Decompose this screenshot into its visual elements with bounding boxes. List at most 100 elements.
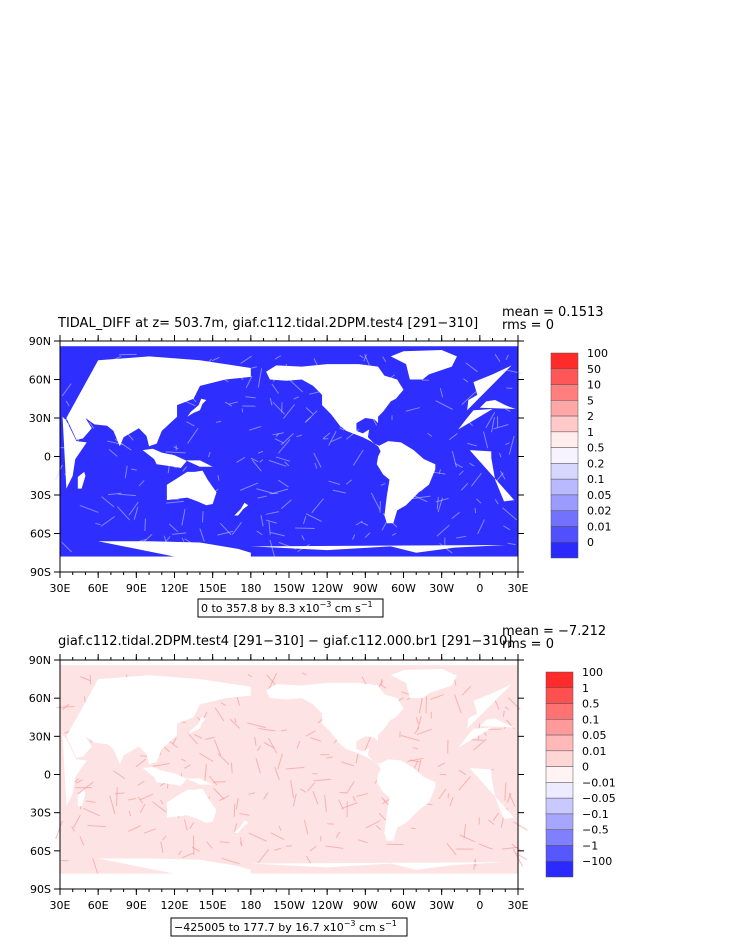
field-streak: [307, 782, 316, 792]
field-streak: [451, 511, 460, 520]
field-streak: [137, 780, 145, 787]
field-streak: [463, 378, 469, 383]
field-streak: [213, 739, 222, 756]
colorbar-label: 100: [582, 666, 603, 679]
field-streak: [506, 719, 515, 730]
field-streak: [301, 535, 305, 541]
field-streak: [331, 436, 342, 443]
field-streak: [236, 695, 241, 706]
lon-label: 150W: [273, 582, 305, 595]
panel-title: TIDAL_DIFF at z= 503.7m, giaf.c112.tidal…: [57, 316, 478, 331]
field-streak: [407, 757, 424, 762]
land-greenland: [390, 668, 457, 699]
colorbar-label: 2: [587, 410, 594, 423]
field-streak: [306, 730, 316, 737]
field-streak: [240, 355, 252, 364]
field-streak: [256, 745, 262, 752]
colorbar-swatch: [550, 415, 579, 433]
colorbar-swatch: [545, 734, 574, 752]
field-streak: [309, 845, 317, 852]
field-streak: [107, 492, 122, 496]
field-streak: [187, 732, 199, 745]
field-streak: [92, 858, 99, 875]
field-streak: [381, 797, 389, 806]
land-madagascar: [77, 789, 86, 807]
field-streak: [285, 766, 305, 770]
land-eurasia: [467, 365, 512, 411]
panel-title: giaf.c112.tidal.2DPM.test4 [291−310] − g…: [58, 634, 512, 649]
field-streak: [476, 498, 482, 504]
field-streak: [438, 788, 447, 800]
field-streak: [221, 857, 240, 865]
map-field: [55, 660, 528, 889]
field-streak: [274, 438, 285, 444]
field-streak: [108, 449, 118, 457]
land-eurasia: [479, 718, 516, 728]
field-streak: [208, 451, 211, 458]
field-streak: [380, 483, 386, 486]
land-africa: [458, 727, 493, 748]
field-streak: [416, 728, 432, 736]
field-streak: [133, 506, 139, 520]
colorbar-label: 0: [587, 536, 594, 549]
field-streak: [375, 825, 382, 831]
field-streak: [208, 775, 218, 786]
field-streak: [139, 803, 146, 814]
land-africa: [458, 409, 493, 430]
lon-label: 90W: [353, 582, 378, 595]
field-streak: [260, 515, 264, 527]
colorbar-swatch: [550, 431, 579, 448]
field-streak: [461, 685, 472, 696]
colorbar-label: 10: [587, 379, 601, 392]
field-streak: [502, 507, 517, 521]
field-streak: [268, 521, 271, 536]
field-streak: [284, 461, 290, 467]
field-streak: [474, 507, 477, 514]
field-streak: [278, 438, 291, 454]
field-streak: [494, 353, 501, 363]
field-streak: [311, 498, 324, 514]
field-streak: [310, 737, 322, 742]
lat-label: 30N: [29, 412, 51, 425]
field-streak: [265, 511, 279, 515]
colorbar-swatch: [550, 368, 579, 385]
lon-label: 90E: [126, 582, 147, 595]
land-greenland: [390, 349, 457, 380]
range-text: 0 to 357.8 by 8.3 x10−3 cm s−1: [201, 600, 373, 615]
field-streak: [449, 797, 454, 807]
field-streak: [230, 762, 233, 774]
field-streak: [62, 703, 70, 710]
field-streak: [271, 383, 279, 394]
field-streak: [128, 810, 132, 817]
field-streak: [487, 819, 495, 825]
lon-label: 180: [240, 899, 261, 912]
colorbar-label: 0: [582, 761, 589, 774]
field-streak: [505, 369, 523, 374]
field-streak: [352, 534, 356, 540]
field-streak: [436, 496, 439, 510]
field-streak: [306, 855, 312, 864]
field-streak: [494, 699, 500, 710]
map-field: [55, 341, 523, 572]
field-streak: [143, 828, 156, 834]
field-streak: [409, 759, 421, 763]
land-indonesia: [142, 448, 213, 469]
lat-label: 30S: [30, 489, 51, 502]
field-streak: [100, 516, 115, 527]
field-streak: [280, 433, 294, 446]
lon-label: 120E: [161, 899, 189, 912]
field-streak: [184, 764, 191, 769]
field-streak: [228, 401, 238, 405]
field-streak: [263, 792, 269, 800]
field-streak: [492, 812, 499, 821]
colorbar-label: −0.01: [582, 776, 616, 789]
lat-label: 0: [44, 769, 51, 782]
field-streak: [446, 843, 457, 856]
land-eurasia: [479, 400, 516, 410]
field-streak: [181, 758, 186, 762]
field-streak: [500, 470, 506, 480]
field-streak: [272, 401, 285, 415]
field-streak: [325, 845, 344, 849]
land-africa: [62, 735, 87, 807]
field-streak: [72, 814, 81, 828]
